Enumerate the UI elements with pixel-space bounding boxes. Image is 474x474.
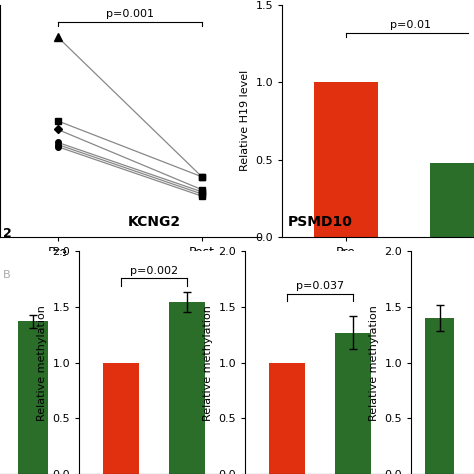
Y-axis label: Relative methylation: Relative methylation — [369, 305, 379, 420]
Title: KCNG2: KCNG2 — [128, 215, 181, 229]
Text: 2: 2 — [3, 227, 12, 240]
Bar — [430, 163, 474, 237]
Bar — [18, 321, 48, 474]
Y-axis label: Relative methylation: Relative methylation — [203, 305, 213, 420]
Bar — [314, 82, 378, 237]
Text: p=0.01: p=0.01 — [390, 19, 430, 29]
Bar — [269, 363, 305, 474]
Text: p=0.037: p=0.037 — [296, 282, 344, 292]
Bar — [426, 318, 454, 474]
Title: PSMD10: PSMD10 — [288, 215, 353, 229]
Text: p=0.001: p=0.001 — [106, 9, 154, 18]
Text: p=0.002: p=0.002 — [130, 266, 178, 276]
Bar — [335, 333, 371, 474]
Y-axis label: Relative H19 level: Relative H19 level — [240, 70, 250, 172]
Y-axis label: Relative methylation: Relative methylation — [36, 305, 46, 420]
Bar — [103, 363, 139, 474]
Text: B: B — [3, 270, 11, 280]
Bar — [169, 302, 205, 474]
